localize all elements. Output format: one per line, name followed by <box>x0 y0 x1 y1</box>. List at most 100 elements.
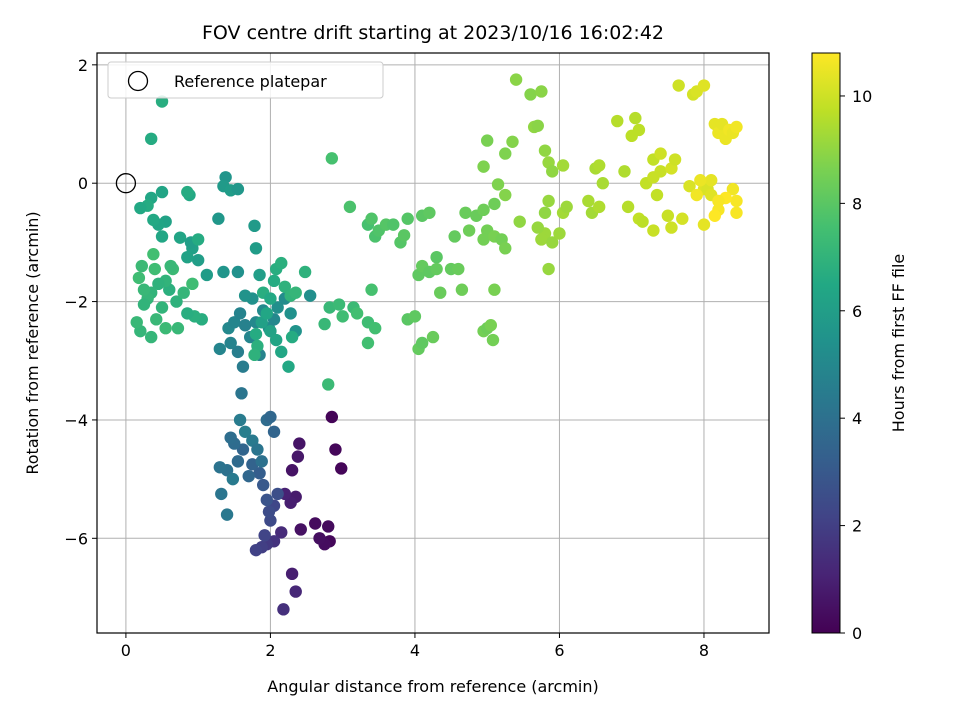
legend-marker-reference <box>127 70 149 92</box>
data-point <box>271 301 284 314</box>
data-point <box>452 262 465 276</box>
data-point <box>484 319 498 332</box>
data-point <box>665 221 678 234</box>
data-point <box>200 268 214 282</box>
grid-lines <box>97 53 769 633</box>
data-point <box>480 134 494 147</box>
data-point <box>730 194 743 208</box>
data-point <box>592 159 606 172</box>
data-point <box>291 450 305 463</box>
data-point <box>181 307 194 320</box>
data-point <box>264 292 277 305</box>
data-point <box>618 165 631 178</box>
data-point <box>488 197 501 211</box>
data-point <box>343 200 357 214</box>
data-point <box>253 467 266 480</box>
data-point <box>217 265 230 279</box>
plot-frame <box>96 52 770 634</box>
data-point <box>289 585 302 598</box>
data-point <box>233 413 247 427</box>
data-point <box>690 188 703 202</box>
data-point <box>253 268 266 282</box>
data-point <box>231 265 245 279</box>
data-point <box>267 425 281 438</box>
colorbar-tick-label: 6 <box>852 302 862 321</box>
data-point <box>448 230 461 243</box>
data-point <box>236 360 250 373</box>
data-point <box>538 206 552 219</box>
data-point <box>267 274 281 288</box>
x-tick-label: 4 <box>410 641 420 660</box>
data-point <box>546 165 559 178</box>
data-point <box>144 132 158 146</box>
data-point <box>486 333 500 347</box>
data-point <box>477 233 490 246</box>
data-point <box>224 431 237 444</box>
data-point <box>434 286 447 299</box>
data-point <box>271 487 284 501</box>
data-point <box>258 529 271 542</box>
data-point <box>224 336 237 350</box>
data-point <box>582 194 595 208</box>
data-point <box>325 152 339 165</box>
data-point <box>323 301 336 314</box>
y-axis-label: Rotation from reference (arcmin) <box>23 211 42 474</box>
data-point <box>148 262 162 276</box>
data-point <box>325 410 339 424</box>
data-point <box>730 206 743 219</box>
colorbar-label: Hours from first FF file <box>889 254 908 433</box>
data-point <box>531 221 544 234</box>
data-point <box>408 310 422 323</box>
data-point <box>329 443 342 456</box>
data-point <box>164 259 177 273</box>
data-point <box>238 319 252 332</box>
colorbar-gradient <box>811 52 841 634</box>
data-point <box>708 209 722 222</box>
data-point <box>228 316 241 329</box>
colorbar: 0 2 4 6 8 10 Hours from first FF file <box>811 52 908 643</box>
data-point <box>181 185 194 199</box>
data-point <box>285 464 299 477</box>
x-tick-label: 2 <box>265 641 275 660</box>
data-point <box>596 177 610 190</box>
data-point <box>477 203 490 217</box>
data-point <box>177 286 190 299</box>
data-point <box>621 200 635 214</box>
data-point <box>170 295 183 308</box>
data-point <box>668 153 682 166</box>
data-point <box>553 227 566 240</box>
data-point <box>191 233 205 246</box>
data-point <box>181 250 194 264</box>
x-tick-label: 0 <box>121 641 131 660</box>
colorbar-tick-label: 4 <box>852 409 862 428</box>
data-point <box>251 443 264 456</box>
data-point <box>524 88 537 101</box>
data-point <box>213 461 227 474</box>
data-point <box>173 231 187 244</box>
data-points <box>115 73 743 616</box>
data-point <box>650 188 664 202</box>
data-point <box>294 523 307 536</box>
data-point <box>462 224 476 237</box>
colorbar-tick-label: 2 <box>852 517 862 536</box>
data-point <box>672 79 685 92</box>
data-point <box>277 603 290 616</box>
data-point <box>264 324 277 338</box>
data-point <box>636 215 649 228</box>
data-point <box>284 496 297 509</box>
data-point <box>270 333 283 347</box>
data-point <box>155 230 169 243</box>
data-point <box>560 200 573 214</box>
y-axis-ticks: −6 −4 −2 0 2 <box>64 56 97 548</box>
data-point <box>137 283 151 296</box>
data-point <box>293 437 306 450</box>
y-tick-label: −4 <box>64 411 88 430</box>
data-point <box>697 218 711 231</box>
data-point <box>285 567 299 581</box>
y-tick-label: 2 <box>78 56 88 75</box>
data-point <box>215 487 228 501</box>
data-point <box>248 219 261 233</box>
data-point <box>137 298 151 311</box>
data-point <box>285 330 299 344</box>
legend-label-reference: Reference platepar <box>174 72 327 91</box>
